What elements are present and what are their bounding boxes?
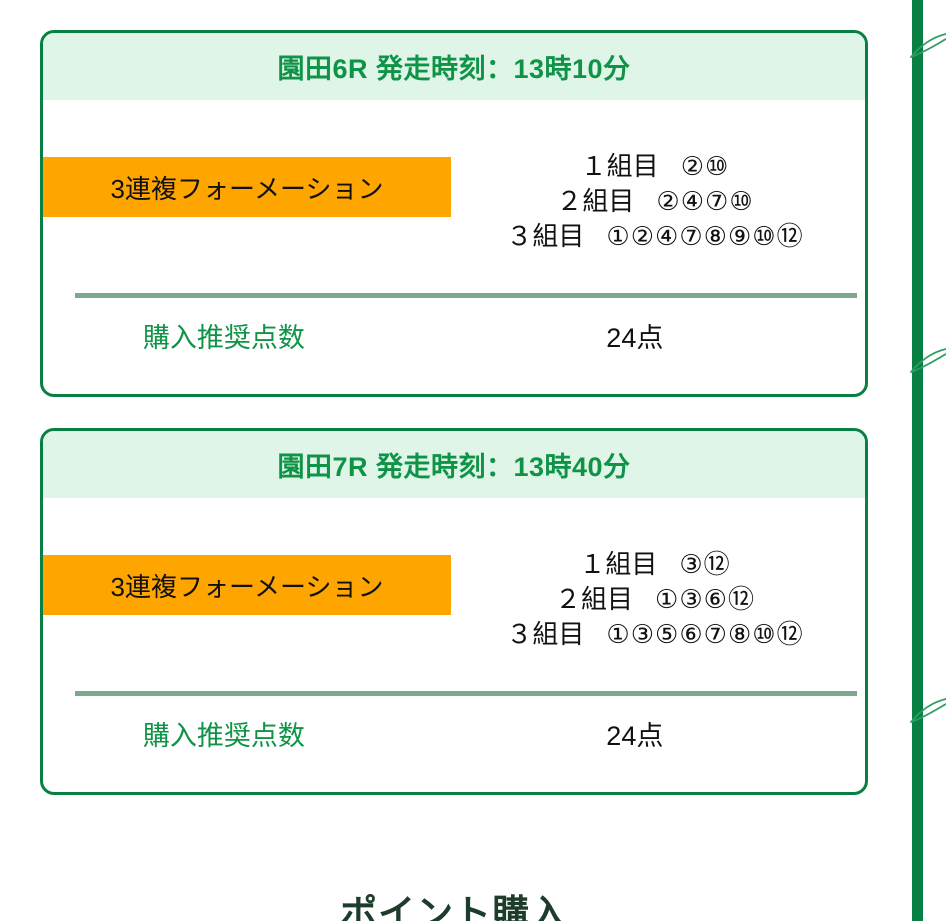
points-row: 購入推奨点数 24点 (43, 714, 865, 753)
group-label: ３組目 (506, 619, 585, 649)
race-card-body: 3連複フォーメーション １組目 ③⑫ ２組目 ①③⑥⑫ ３組目 ①③⑤⑥⑦⑧⑩⑫… (43, 498, 865, 792)
bet-type-label: 3連複フォーメーション (43, 157, 451, 217)
formation-row: ２組目 ①③⑥⑫ (555, 583, 755, 615)
formation-rows: １組目 ②⑩ ２組目 ②④⑦⑩ ３組目 ①②④⑦⑧⑨⑩⑫ (447, 150, 863, 252)
formation-row: １組目 ③⑫ (579, 548, 730, 580)
points-label: 購入推奨点数 (142, 323, 305, 353)
group-label: １組目 (580, 151, 659, 181)
divider (75, 691, 857, 696)
group-numbers: ②⑩ (680, 151, 730, 181)
section-title-point-purchase: ポイント購入 (340, 892, 568, 921)
race-card-body: 3連複フォーメーション １組目 ②⑩ ２組目 ②④⑦⑩ ３組目 ①②④⑦⑧⑨⑩⑫… (43, 100, 865, 394)
group-label: １組目 (579, 549, 658, 579)
points-value: 24点 (606, 323, 664, 353)
race-header: 園田7R 発走時刻：13時40分 (43, 431, 865, 498)
formation-row: ３組目 ①③⑤⑥⑦⑧⑩⑫ (506, 618, 803, 650)
points-label: 購入推奨点数 (142, 721, 305, 751)
race-card-sonoda-6r: 園田6R 発走時刻：13時10分 3連複フォーメーション １組目 ②⑩ ２組目 … (40, 30, 868, 397)
group-numbers: ①③⑤⑥⑦⑧⑩⑫ (606, 619, 804, 649)
group-numbers: ③⑫ (679, 549, 731, 579)
formation-row: １組目 ②⑩ (581, 150, 730, 182)
bet-type-label: 3連複フォーメーション (43, 555, 451, 615)
formation-rows: １組目 ③⑫ ２組目 ①③⑥⑫ ３組目 ①③⑤⑥⑦⑧⑩⑫ (447, 548, 863, 650)
stem-bar-decoration (912, 0, 923, 921)
group-label: ２組目 (555, 584, 634, 614)
group-numbers: ②④⑦⑩ (656, 186, 754, 216)
formation-row: ３組目 ①②④⑦⑧⑨⑩⑫ (506, 220, 803, 252)
points-value: 24点 (606, 721, 664, 751)
group-numbers: ①②④⑦⑧⑨⑩⑫ (606, 221, 804, 251)
points-row: 購入推奨点数 24点 (43, 316, 865, 355)
race-header: 園田6R 発走時刻：13時10分 (43, 33, 865, 100)
group-label: ２組目 (556, 186, 635, 216)
formation-row: ２組目 ②④⑦⑩ (556, 185, 753, 217)
group-label: ３組目 (506, 221, 585, 251)
group-numbers: ①③⑥⑫ (655, 584, 755, 614)
divider (75, 293, 857, 298)
race-card-sonoda-7r: 園田7R 発走時刻：13時40分 3連複フォーメーション １組目 ③⑫ ２組目 … (40, 428, 868, 795)
